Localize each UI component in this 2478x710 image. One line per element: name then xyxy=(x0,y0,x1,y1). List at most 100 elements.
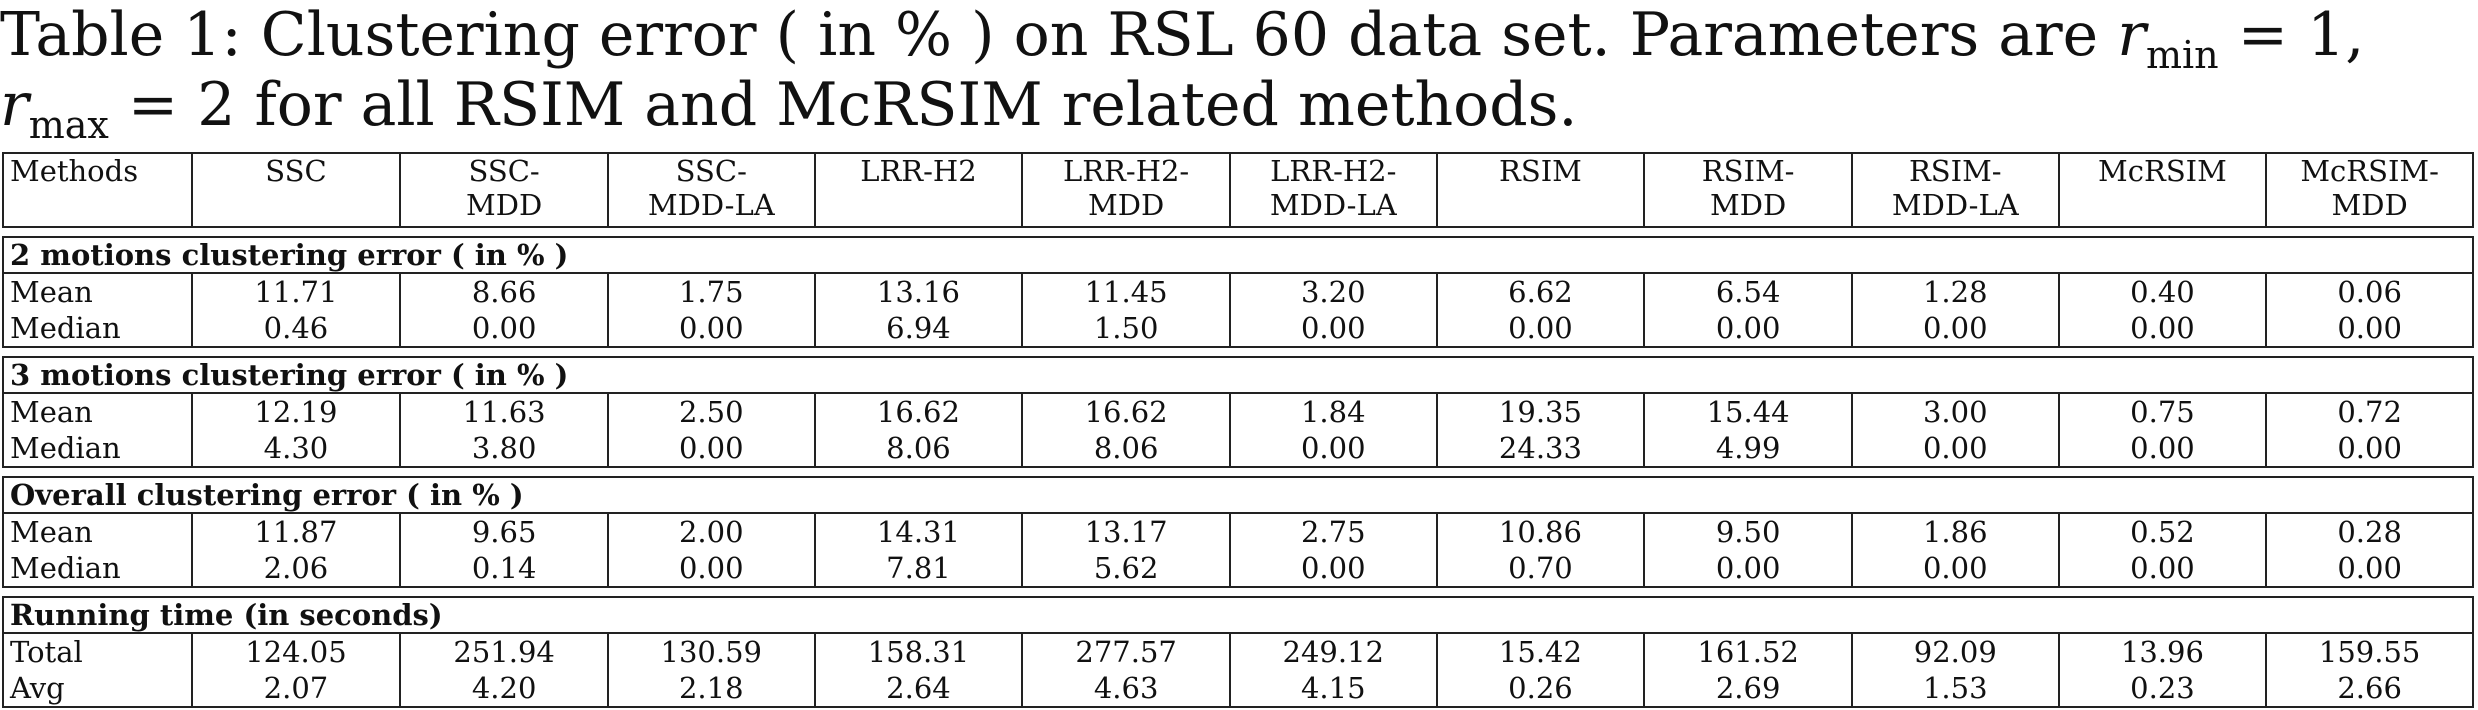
table-cell: 251.94 xyxy=(399,633,609,670)
table-cell: 92.09 xyxy=(1850,633,2060,670)
table-cell: 10.86 xyxy=(1435,513,1646,550)
table-cell: 9.65 xyxy=(399,513,609,550)
table-cell: 0.75 xyxy=(2057,393,2268,430)
header-text: MDD xyxy=(1710,188,1787,222)
table-cell: 0.00 xyxy=(1850,550,2060,588)
table-cell: 4.20 xyxy=(399,670,609,708)
table-cell: 0.00 xyxy=(1228,310,1438,348)
header-text: McRSIM xyxy=(2098,154,2227,188)
section-title-row: 2 motions clustering error ( in % ) xyxy=(2,236,2474,274)
section-title: 2 motions clustering error ( in % ) xyxy=(2,236,2474,274)
header-text: MDD-LA xyxy=(647,188,775,222)
table-cell: 14.31 xyxy=(813,513,1024,550)
table-cell: 0.00 xyxy=(1228,430,1438,468)
table-cell: 13.96 xyxy=(2057,633,2268,670)
table-cell: 16.62 xyxy=(1021,393,1231,430)
gap-cell xyxy=(3,587,2473,597)
header-text: SSC- xyxy=(675,154,747,188)
table-cell: 12.19 xyxy=(190,393,402,430)
table-cell: 6.54 xyxy=(1643,273,1853,310)
header-method-4: LRR-H2 xyxy=(813,152,1024,228)
gap-cell xyxy=(3,227,2473,237)
section-title: Running time (in seconds) xyxy=(2,596,2474,634)
table-cell: 2.75 xyxy=(1228,513,1438,550)
section-title: 3 motions clustering error ( in % ) xyxy=(2,356,2474,394)
section-title-row: Running time (in seconds) xyxy=(2,596,2474,634)
caption-prefix: Table 1: xyxy=(0,0,242,70)
row-label: Median xyxy=(2,550,193,588)
table-cell: 0.00 xyxy=(1850,430,2060,468)
table-cell: 0.00 xyxy=(1850,310,2060,348)
table-cell: 2.18 xyxy=(606,670,816,708)
header-text: LRR-H2- xyxy=(1062,154,1190,188)
header-method-7: RSIM xyxy=(1435,152,1646,228)
header-method-2: SSC- MDD xyxy=(399,152,609,228)
table-cell: 2.00 xyxy=(606,513,816,550)
table-cell: 13.17 xyxy=(1021,513,1231,550)
table-cell: 6.62 xyxy=(1435,273,1646,310)
table-cell: 4.63 xyxy=(1021,670,1231,708)
table-cell: 11.71 xyxy=(190,273,402,310)
table-cell: 2.07 xyxy=(190,670,402,708)
section-gap xyxy=(3,587,2473,597)
table-cell: 19.35 xyxy=(1435,393,1646,430)
header-text: RSIM xyxy=(1499,154,1582,188)
table-cell: 7.81 xyxy=(813,550,1024,588)
table-cell: 159.55 xyxy=(2265,633,2474,670)
table-cell: 0.72 xyxy=(2265,393,2474,430)
table-cell: 24.33 xyxy=(1435,430,1646,468)
table-cell: 13.16 xyxy=(813,273,1024,310)
caption-line-2: rmax = 2 for all RSIM and McRSIM related… xyxy=(0,70,2478,144)
header-method-5: LRR-H2- MDD xyxy=(1021,152,1231,228)
table-cell: 0.00 xyxy=(606,550,816,588)
table-cell: 1.50 xyxy=(1021,310,1231,348)
caption-text-1: Clustering error ( in % ) on RSL 60 data… xyxy=(260,0,2099,70)
row-label: Avg xyxy=(2,670,193,708)
table-cell: 0.00 xyxy=(2265,550,2474,588)
header-method-10: McRSIM xyxy=(2057,152,2268,228)
table-row: Mean 11.71 8.66 1.75 13.16 11.45 3.20 6.62 6.54 1… xyxy=(2,273,2474,310)
row-label: Median xyxy=(2,310,193,348)
row-label: Mean xyxy=(2,513,193,550)
table-cell: 0.14 xyxy=(399,550,609,588)
section-gap xyxy=(3,227,2473,237)
table-cell: 4.15 xyxy=(1228,670,1438,708)
table-cell: 15.44 xyxy=(1643,393,1853,430)
table-cell: 249.12 xyxy=(1228,633,1438,670)
table-cell: 0.00 xyxy=(2265,430,2474,468)
table-row: Median 4.30 3.80 0.00 8.06 8.06 0.00 24.33 4.99 0… xyxy=(2,430,2474,468)
table-cell: 8.66 xyxy=(399,273,609,310)
header-text: RSIM- xyxy=(1908,154,2002,188)
table-row: Mean 11.87 9.65 2.00 14.31 13.17 2.75 10.86 9.50… xyxy=(2,513,2474,550)
table-cell: 1.75 xyxy=(606,273,816,310)
table-cell: 130.59 xyxy=(606,633,816,670)
header-text: LRR-H2- xyxy=(1270,154,1397,188)
header-text: LRR-H2 xyxy=(860,154,977,188)
r-max-subscript: max xyxy=(28,103,109,147)
caption-text-2: = 2 for all RSIM and McRSIM related meth… xyxy=(127,70,1578,140)
table-cell: 0.00 xyxy=(2057,430,2268,468)
table-cell: 0.52 xyxy=(2057,513,2268,550)
table-cell: 2.50 xyxy=(606,393,816,430)
section-gap xyxy=(3,347,2473,357)
table-cell: 0.00 xyxy=(1435,310,1646,348)
row-label: Median xyxy=(2,430,193,468)
header-method-9: RSIM- MDD-LA xyxy=(1850,152,2060,228)
table-cell: 8.06 xyxy=(813,430,1024,468)
table-cell: 4.99 xyxy=(1643,430,1853,468)
table-cell: 0.70 xyxy=(1435,550,1646,588)
table-caption: Table 1: Clustering error ( in % ) on RS… xyxy=(0,0,2478,144)
header-method-1: SSC xyxy=(190,152,402,228)
table-cell: 0.46 xyxy=(190,310,402,348)
header-text: Methods xyxy=(10,154,139,188)
header-text: MDD xyxy=(466,188,543,222)
table-cell: 8.06 xyxy=(1021,430,1231,468)
table-cell: 0.00 xyxy=(606,310,816,348)
table-cell: 2.66 xyxy=(2265,670,2474,708)
table-cell: 3.20 xyxy=(1228,273,1438,310)
r-min-symbol: r xyxy=(2117,0,2146,70)
table-cell: 277.57 xyxy=(1021,633,1231,670)
table-cell: 1.28 xyxy=(1850,273,2060,310)
header-text: McRSIM- xyxy=(2300,154,2439,188)
r-min-value: = 1, xyxy=(2237,0,2365,70)
